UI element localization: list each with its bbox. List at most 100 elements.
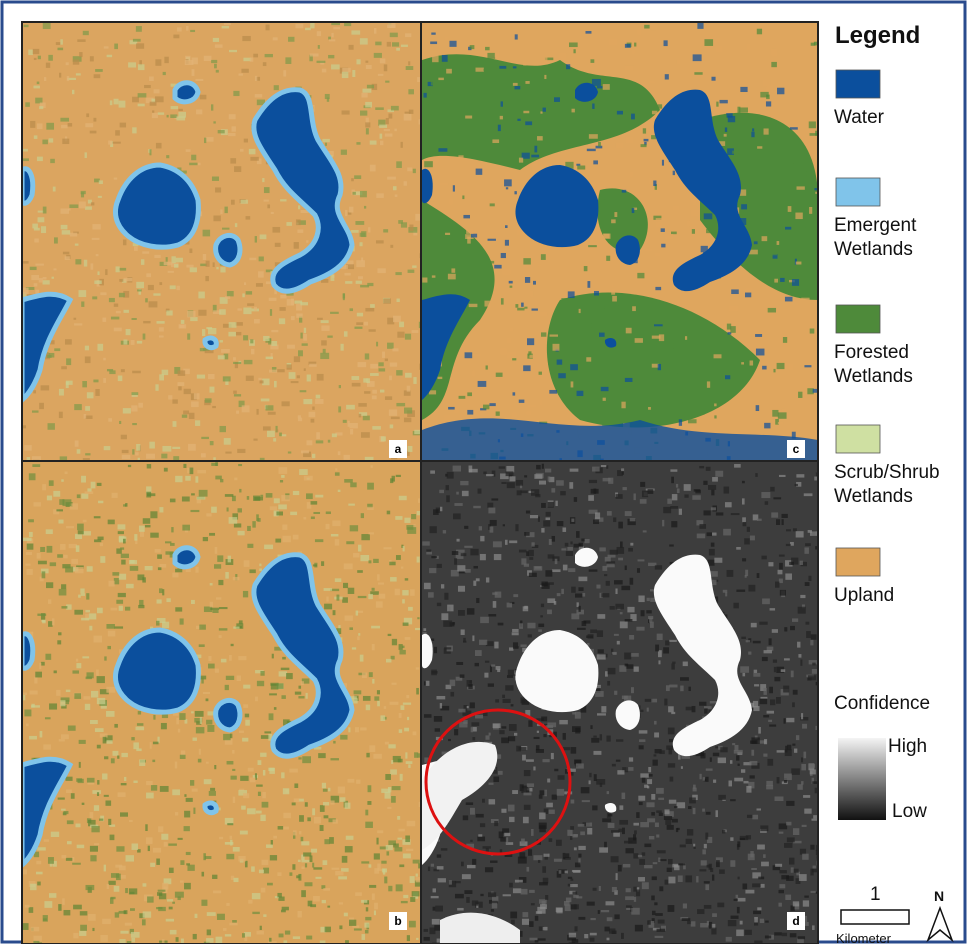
texture [408,446,413,452]
texture [280,199,286,201]
texture [545,895,548,900]
texture [301,681,304,685]
texture [126,329,131,335]
texture [762,236,768,241]
texture [750,360,754,365]
texture [578,577,587,582]
confidence-title: Confidence [834,692,964,716]
texture [592,103,594,108]
texture [214,64,217,68]
texture [211,463,217,466]
texture [197,497,206,500]
texture [266,844,273,848]
texture [233,391,237,394]
texture [422,541,429,545]
texture [295,24,303,28]
texture [758,877,764,880]
texture [324,815,329,818]
texture [68,725,76,730]
texture [593,160,598,164]
texture [395,516,402,520]
texture [716,102,718,107]
texture [146,793,154,799]
texture [343,420,347,423]
texture [681,766,683,769]
texture [671,663,674,669]
texture [228,133,235,136]
texture [190,510,199,512]
texture [579,401,586,404]
texture [118,792,126,797]
texture [654,324,663,326]
texture [780,203,784,210]
texture [504,833,510,836]
texture [172,399,177,403]
texture [449,198,453,204]
texture [172,789,180,795]
texture [31,927,39,932]
texture [135,452,138,455]
texture [713,780,716,783]
scale-unit: Kilometer [836,927,916,944]
texture [590,725,592,729]
texture [298,696,304,698]
texture [138,605,144,608]
texture [706,769,713,771]
texture [233,626,239,628]
texture [118,524,126,529]
texture [718,758,726,764]
texture [249,149,256,154]
texture [271,330,278,332]
texture [494,554,501,560]
texture [589,134,598,139]
texture [472,737,475,740]
texture [221,659,227,663]
texture [808,530,812,533]
texture [488,239,496,241]
texture [757,907,761,910]
texture [399,496,407,500]
texture [32,410,39,412]
texture [224,23,231,25]
texture [107,369,113,371]
texture [360,727,366,730]
texture [356,322,363,325]
texture [120,547,124,549]
texture [116,311,121,313]
texture [328,55,334,58]
texture [555,501,557,506]
texture [762,366,766,370]
texture [219,340,222,342]
texture [33,390,36,393]
texture [100,292,106,295]
texture [41,385,50,390]
texture [385,742,389,745]
texture [529,788,532,792]
texture [662,520,664,526]
texture [230,158,236,163]
texture [388,886,392,891]
texture [669,640,677,642]
texture [749,761,757,765]
texture [616,739,623,741]
texture [494,265,501,269]
texture [309,364,316,367]
texture [185,60,194,65]
texture [389,409,397,415]
texture [78,779,84,783]
texture [506,837,508,844]
texture [388,634,392,636]
texture [639,739,645,742]
texture [603,234,609,239]
texture [496,666,501,670]
texture [166,598,170,602]
texture [796,474,804,477]
texture [395,589,400,596]
texture [26,724,29,727]
texture [637,273,644,278]
texture [447,472,454,479]
texture [113,142,121,144]
texture [136,748,141,751]
legend-swatch [836,548,880,576]
texture [178,370,186,375]
